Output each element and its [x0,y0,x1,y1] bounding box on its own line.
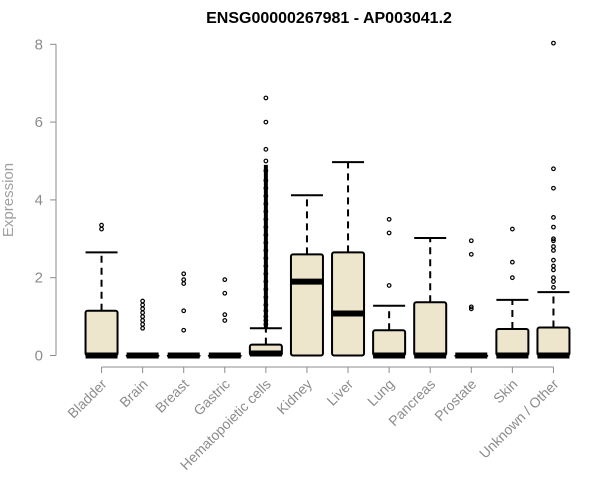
outlier-point [140,298,146,304]
outlier-point [468,304,474,310]
outlier-point [551,185,556,191]
box-group [372,216,407,359]
outlier-point [99,222,104,228]
outlier-point [181,277,187,283]
box-iqr [536,326,571,357]
y-tick-label: 4 [35,192,43,209]
box-group [454,238,489,359]
outlier-point [386,283,392,288]
box-iqr [84,309,119,357]
outlier-point [551,40,556,46]
outlier-point [140,321,146,327]
box-iqr [413,301,448,357]
outlier-point [509,275,515,281]
x-tick-label: Bladder [64,376,110,422]
outlier-point [99,226,104,232]
outlier-point [468,238,474,244]
x-tick-label: Skin [490,376,521,407]
x-tick-label: Lung [364,376,397,409]
outlier-point [551,244,556,249]
outlier-point [509,226,515,232]
outlier-point [551,236,556,242]
chart-title: ENSG00000267981 - AP003041.2 [206,10,452,27]
y-tick-label: 0 [35,348,43,365]
outlier-point [551,279,556,284]
box-group [166,271,201,359]
x-tick-label: Breast [152,376,192,416]
outlier-point [551,267,556,273]
outlier-point [551,263,556,269]
outlier-point [468,251,474,257]
y-tick-label: 8 [35,36,43,53]
box-group [413,237,448,359]
outlier-point [551,248,556,253]
outlier-point [263,95,269,101]
box-series [84,40,571,359]
x-tick-label: Kidney [273,376,315,418]
outlier-point [222,290,228,296]
box-group [207,277,242,359]
box-iqr [372,329,407,357]
box-iqr [331,251,366,357]
box-group [289,194,324,357]
outlier-point [263,119,269,125]
y-tick-label: 6 [35,114,43,131]
outlier-point [263,158,269,164]
y-tick-label: 2 [35,270,43,287]
box-group [125,298,160,359]
x-tick-label: Liver [323,376,356,409]
outlier-point [140,310,146,316]
outlier-point [551,257,556,263]
outlier-point [222,312,228,318]
y-axis: 0 2 4 6 8 [35,36,57,365]
outlier-point [386,216,392,222]
outlier-point [222,318,228,323]
box-group [331,161,366,357]
outlier-point [140,306,146,312]
outlier-point [140,302,146,308]
outlier-point [222,277,228,283]
outlier-point [551,285,556,290]
outlier-point [181,281,187,286]
x-tick-label: Prostate [431,376,479,424]
outlier-point [551,166,556,172]
outlier-point [181,308,187,314]
outlier-point [551,224,556,230]
outlier-point [551,238,556,244]
outlier-point [551,215,556,220]
outlier-point [181,271,187,277]
box-iqr [495,328,530,357]
box-iqr [289,253,324,357]
box-group [536,40,571,359]
outlier-point [386,230,392,236]
outlier-point [140,314,146,320]
outlier-point [140,318,146,323]
outlier-point [140,325,146,331]
box-group [495,226,530,359]
x-tick-label: Brain [116,376,150,410]
box-group [84,222,119,359]
outlier-point [181,327,187,333]
outlier-point [551,275,556,281]
y-axis-label: Expression [0,163,17,237]
outlier-point [263,146,269,152]
outlier-point [509,259,515,265]
outlier-point [468,306,474,312]
